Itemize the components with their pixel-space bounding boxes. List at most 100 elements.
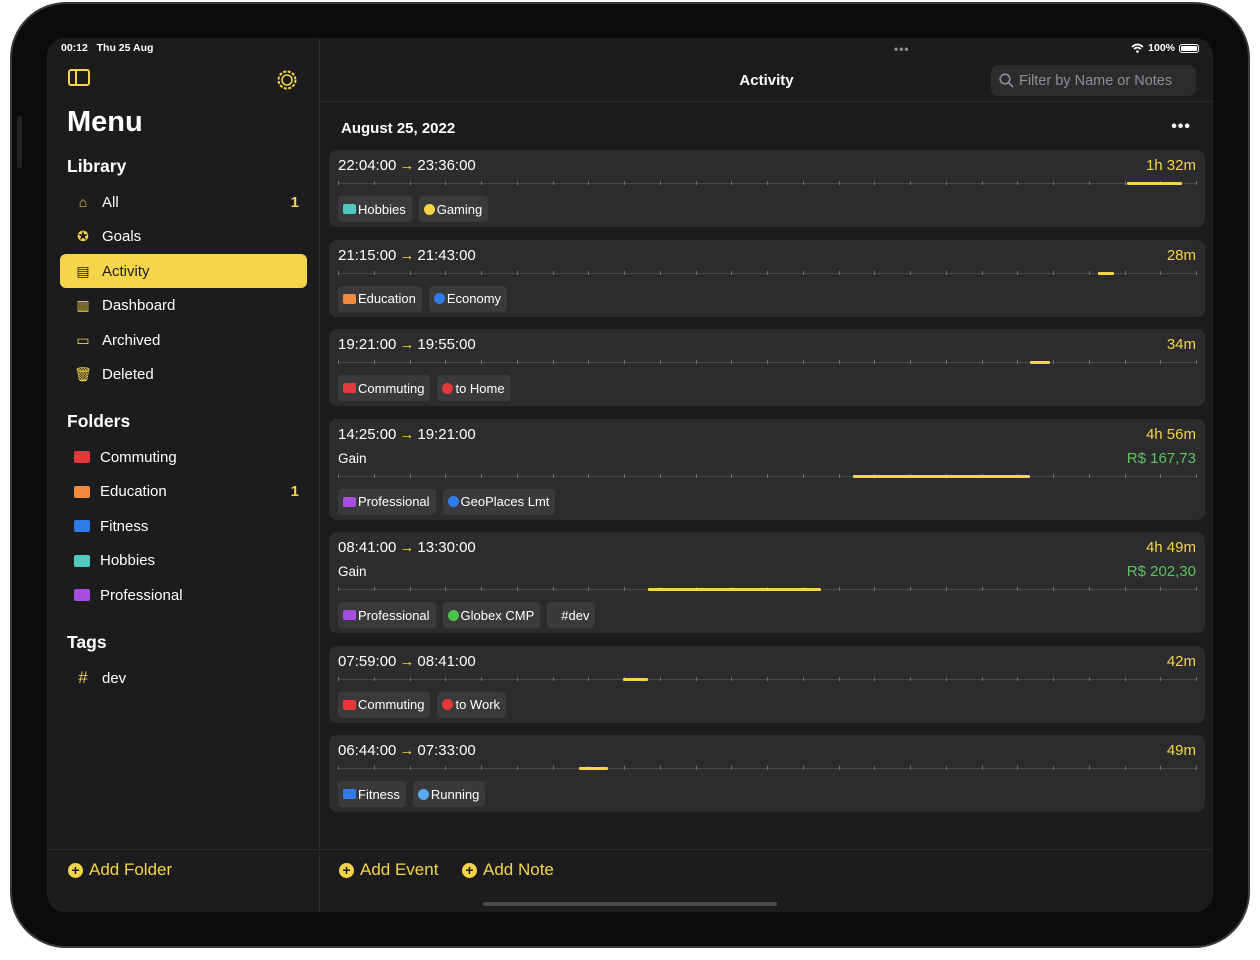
entry-tags: Commuting to Home (338, 375, 511, 401)
activity-entry[interactable]: 06:44:00 → 07:33:00 49m Fitness Running (329, 735, 1205, 812)
project-chip[interactable]: GeoPlaces Lmt (442, 488, 556, 515)
arrow-right-icon: → (399, 652, 415, 670)
start-time: 07:59:00 (338, 652, 397, 670)
add-note-button[interactable]: + Add Note (462, 860, 554, 880)
more-options-icon[interactable]: ••• (1171, 118, 1191, 135)
project-dot-icon (417, 788, 429, 800)
day-timeline (338, 766, 1197, 770)
folder-chip[interactable]: Commuting (338, 375, 431, 401)
hour-tick (1053, 181, 1054, 185)
sidebar-toggle-icon[interactable] (68, 69, 90, 92)
hour-tick (373, 270, 375, 275)
project-chip[interactable]: Globex CMP (442, 602, 541, 628)
hour-tick (373, 676, 375, 681)
hour-tick (1088, 766, 1090, 770)
day-timeline (338, 676, 1197, 681)
add-folder-button[interactable]: + Add Folder (68, 860, 172, 880)
wifi-icon (1131, 43, 1144, 53)
hour-tick (1124, 766, 1126, 770)
hour-tick (1017, 766, 1019, 770)
folder-chip[interactable]: Fitness (338, 781, 406, 807)
item-label: Commuting (100, 448, 177, 466)
project-chip[interactable]: Gaming (418, 196, 489, 222)
activity-entry[interactable]: 22:04:00 → 23:36:00 1h 32m Hobbies Gaming (329, 150, 1205, 227)
hour-tick (409, 360, 411, 364)
hour-tick (1088, 181, 1090, 185)
day-timeline (338, 270, 1197, 275)
project-chip[interactable]: Economy (428, 285, 508, 312)
folder-chip[interactable]: Education (338, 285, 422, 312)
tag-chip[interactable]: #dev (547, 602, 596, 628)
time-span-bar (578, 767, 608, 770)
hour-tick (910, 270, 911, 275)
multitasking-dots-icon[interactable]: ••• (894, 42, 910, 56)
hour-tick (516, 360, 518, 364)
hour-tick (945, 360, 947, 364)
hour-tick (1017, 181, 1019, 185)
sidebar-item-goals[interactable]: ✪ Goals (60, 220, 307, 254)
hour-tick (624, 587, 625, 591)
hour-tick (338, 766, 339, 770)
hour-tick (1088, 473, 1090, 478)
house-icon: ⌂ (78, 194, 88, 210)
page-title: Activity (739, 72, 794, 89)
sidebar-folder-hobbies[interactable]: Hobbies (60, 544, 307, 578)
folder-chip[interactable]: Commuting (338, 691, 431, 718)
home-indicator[interactable] (483, 902, 777, 906)
activity-entry[interactable]: 07:59:00 → 08:41:00 42m Commuting to Work (329, 645, 1205, 723)
sidebar-item-dashboard[interactable]: ▥ Dashboard (60, 289, 307, 323)
activity-entry[interactable]: 14:25:00 → 19:21:00 4h 56m Gain R$ 167,73 P… (329, 418, 1205, 520)
hour-tick (552, 181, 554, 185)
sidebar-tag-dev[interactable]: # dev (60, 661, 307, 695)
duration: 4h 56m (1145, 425, 1196, 443)
hour-tick (481, 473, 482, 478)
arrow-right-icon: → (399, 246, 415, 264)
arrow-right-icon: → (399, 336, 415, 353)
settings-gear-icon[interactable] (276, 69, 298, 96)
hour-tick (874, 587, 876, 591)
hour-tick (1160, 270, 1162, 275)
folder-chip[interactable]: Hobbies (338, 196, 412, 222)
hour-tick (481, 766, 482, 770)
hour-tick (659, 360, 661, 364)
hour-tick (910, 766, 911, 770)
hour-tick (624, 360, 625, 364)
folder-chip[interactable]: Professional (338, 488, 436, 515)
status-date: Thu 25 Aug (96, 42, 154, 54)
project-chip[interactable]: to Home (437, 375, 511, 401)
hour-tick (481, 676, 482, 681)
end-time: 13:30:00 (417, 539, 476, 556)
hour-tick (1196, 181, 1197, 185)
hour-tick (910, 181, 911, 185)
checkmark-seal-icon: ✪ (77, 228, 89, 244)
sidebar-item-deleted[interactable]: 🗑 Deleted (60, 358, 307, 392)
hour-tick (1017, 360, 1019, 364)
hour-tick (981, 676, 983, 681)
folder-chip[interactable]: Professional (338, 602, 436, 628)
sidebar-item-archived[interactable]: ▭ Archived (60, 323, 307, 357)
activity-entry[interactable]: 21:15:00 → 21:43:00 28m Education Economy (329, 239, 1205, 317)
activity-entry[interactable]: 19:21:00 → 19:55:00 34m Commuting to Home (329, 329, 1205, 406)
tag-label: dev (102, 669, 127, 687)
hour-tick (373, 360, 375, 364)
project-chip[interactable]: to Work (437, 691, 507, 718)
start-time: 19:21:00 (338, 336, 397, 353)
sidebar-item-all[interactable]: ⌂ All 1 (60, 185, 307, 219)
hour-tick (1196, 360, 1197, 364)
activity-entry[interactable]: 08:41:00 → 13:30:00 4h 49m Gain R$ 202,30 P… (329, 532, 1205, 633)
sidebar-folder-fitness[interactable]: Fitness (60, 509, 307, 543)
hour-tick (802, 473, 804, 478)
item-label: Dashboard (102, 297, 176, 314)
sidebar-folder-professional[interactable]: Professional (60, 578, 307, 612)
sidebar-folder-commuting[interactable]: Commuting (60, 440, 307, 474)
sidebar-folder-education[interactable]: Education 1 (60, 475, 307, 509)
item-count: 1 (290, 193, 299, 211)
sidebar-item-activity[interactable]: ▤ Activity (60, 254, 307, 288)
search-input[interactable]: Filter by Name or Notes (991, 65, 1196, 96)
arrow-right-icon: → (399, 539, 415, 556)
add-event-button[interactable]: + Add Event (339, 860, 438, 880)
hour-tick (1124, 270, 1126, 275)
hour-tick (981, 766, 983, 770)
project-chip[interactable]: Running (412, 781, 486, 807)
hour-tick (945, 676, 947, 681)
